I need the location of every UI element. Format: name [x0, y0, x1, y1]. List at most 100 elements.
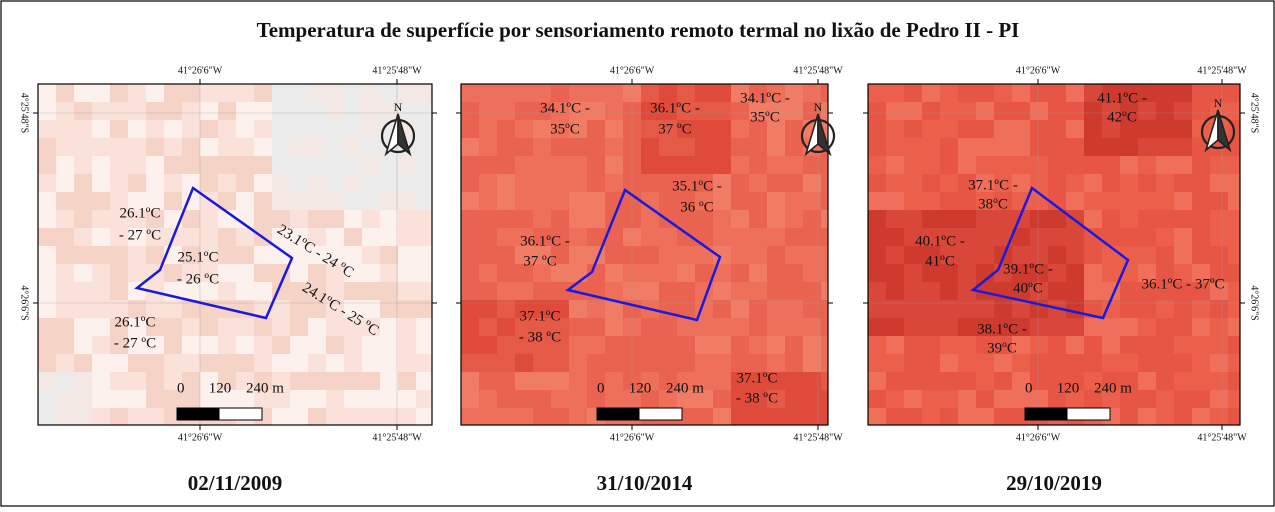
pixel	[994, 408, 1012, 425]
temperature-label: 37.1ºC -	[968, 177, 1018, 193]
temperature-label: 35ºC	[750, 109, 780, 125]
pixel	[56, 408, 74, 425]
temperature-label: 35ºC	[550, 121, 580, 137]
pixel	[904, 264, 922, 282]
pixel	[38, 336, 56, 354]
pixel	[958, 120, 976, 138]
longitude-label: 41°26'6"W	[178, 432, 223, 443]
latitude-label: 4°26'6"S	[19, 285, 30, 320]
pixel	[146, 84, 164, 102]
pixel	[868, 138, 886, 156]
pixel	[1030, 354, 1048, 372]
pixel	[1102, 210, 1120, 228]
pixel	[254, 192, 272, 210]
pixel	[785, 336, 803, 354]
pixel	[922, 84, 940, 102]
pixel	[976, 390, 994, 408]
pixel	[416, 246, 432, 264]
temperature-label: 36.1ºC -	[520, 233, 570, 249]
pixel	[886, 408, 904, 425]
pixel	[254, 282, 272, 300]
pixel	[182, 138, 200, 156]
pixel	[1228, 210, 1240, 228]
pixel	[659, 318, 677, 336]
pixel	[92, 318, 110, 336]
pixel	[344, 156, 362, 174]
pixel	[785, 390, 803, 408]
pixel	[1156, 372, 1174, 390]
pixel	[110, 354, 128, 372]
pixel	[461, 390, 479, 408]
pixel	[533, 372, 551, 390]
temperature-label: 37 ºC	[523, 253, 556, 269]
pixel	[416, 282, 432, 300]
pixel	[164, 318, 182, 336]
temperature-label: 38ºC	[978, 196, 1008, 212]
latitude-label: 4°26'6"S	[1249, 285, 1260, 320]
pixel	[713, 156, 731, 174]
pixel	[200, 354, 218, 372]
pixel	[605, 390, 623, 408]
pixel	[976, 138, 994, 156]
pixel	[821, 282, 828, 300]
pixel	[479, 228, 497, 246]
pixel	[886, 282, 904, 300]
pixel	[1192, 390, 1210, 408]
pixel	[254, 318, 272, 336]
pixel	[1066, 120, 1084, 138]
temperature-label: 37.1ºC	[520, 308, 561, 324]
pixel	[605, 174, 623, 192]
pixel	[74, 282, 92, 300]
scale-label: 0	[1025, 380, 1033, 396]
pixel	[1156, 210, 1174, 228]
pixel	[92, 120, 110, 138]
pixel	[994, 156, 1012, 174]
temperature-label: - 27 ºC	[114, 335, 156, 351]
pixel	[641, 120, 659, 138]
pixel	[92, 138, 110, 156]
pixel	[362, 354, 380, 372]
pixel	[569, 228, 587, 246]
pixel	[821, 174, 828, 192]
scale-black	[597, 408, 639, 420]
pixel	[461, 408, 479, 425]
pixel	[479, 372, 497, 390]
pixel	[749, 228, 767, 246]
pixel	[236, 282, 254, 300]
pixel	[922, 210, 940, 228]
pixel	[958, 336, 976, 354]
pixel	[218, 174, 236, 192]
pixel	[587, 174, 605, 192]
pixel	[74, 390, 92, 408]
pixel	[461, 120, 479, 138]
pixel	[398, 408, 416, 425]
pixel	[1192, 372, 1210, 390]
pixel	[976, 156, 994, 174]
pixel	[713, 138, 731, 156]
pixel	[569, 246, 587, 264]
north-label: N	[394, 100, 403, 114]
pixel	[38, 228, 56, 246]
pixel	[904, 210, 922, 228]
pixel	[479, 264, 497, 282]
pixel	[110, 156, 128, 174]
pixel	[200, 84, 218, 102]
pixel	[461, 138, 479, 156]
pixel	[497, 408, 515, 425]
temperature-label: 37.1ºC	[737, 370, 778, 386]
temperature-label: - 27 ºC	[119, 227, 161, 243]
temperature-label: 25.1ºC	[178, 249, 219, 265]
pixel	[290, 192, 308, 210]
pixel	[56, 372, 74, 390]
pixel	[677, 264, 695, 282]
pixel	[1120, 354, 1138, 372]
pixel	[767, 156, 785, 174]
pixel	[731, 174, 749, 192]
pixel	[308, 102, 326, 120]
pixel	[146, 246, 164, 264]
pixel	[1174, 192, 1192, 210]
pixel	[290, 174, 308, 192]
pixel	[182, 336, 200, 354]
pixel	[56, 210, 74, 228]
pixel	[326, 318, 344, 336]
